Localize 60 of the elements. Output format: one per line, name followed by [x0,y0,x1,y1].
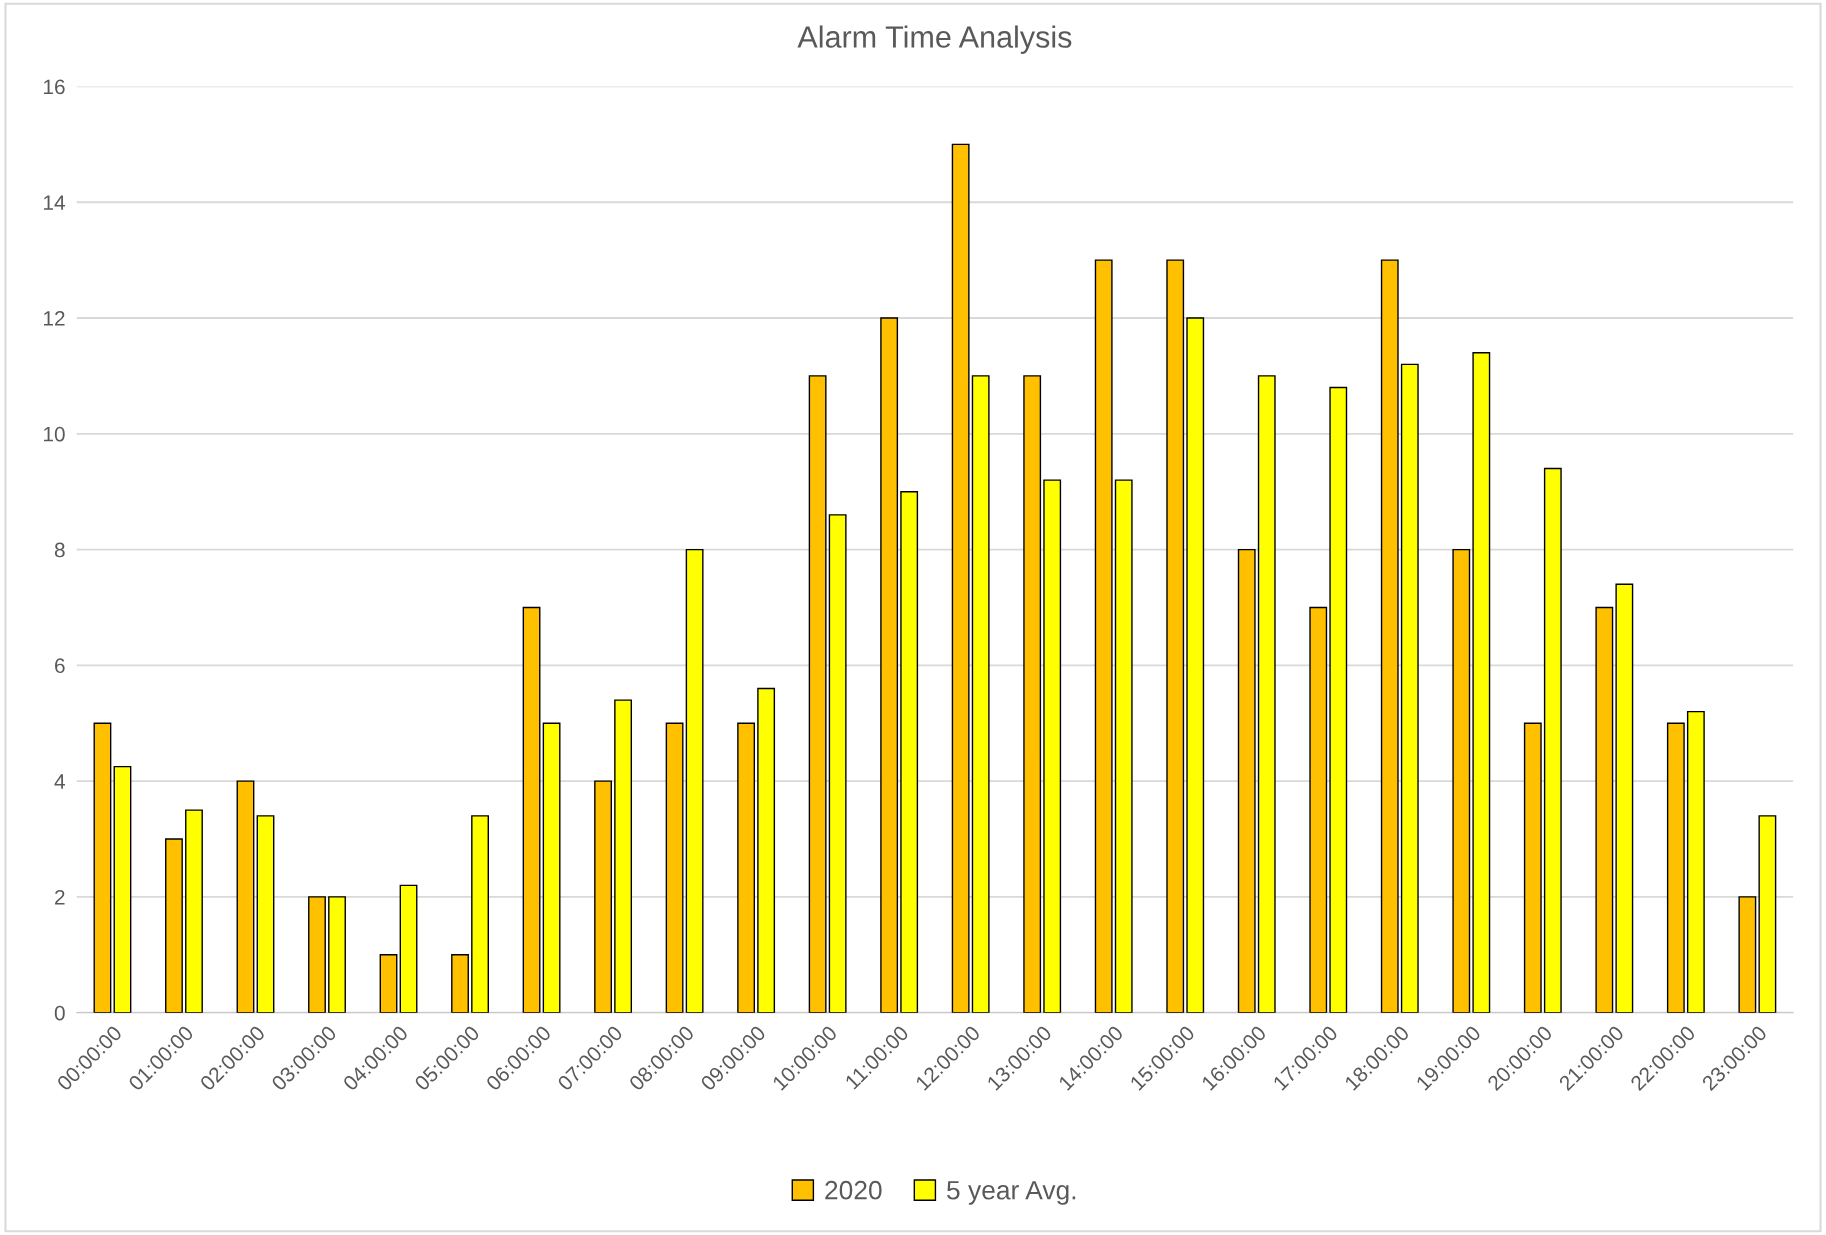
bar [1686,710,1705,1013]
bar [328,896,346,1013]
y-tick-label: 4 [54,774,65,789]
bar [1257,375,1276,1013]
bar [1595,606,1614,1013]
bar [471,815,489,1013]
y-tick-label: 2 [55,889,65,905]
bar [594,780,612,1013]
bar [828,514,847,1013]
y-tick-label: 8 [54,542,65,558]
bar [542,722,561,1013]
bar [1166,259,1185,1013]
bar [951,143,970,1013]
bar [379,954,398,1013]
bar [451,954,469,1013]
bar [685,548,704,1013]
y-tick-label: 6 [55,658,65,674]
bar [1329,386,1348,1013]
y-tick-label: 14 [44,195,65,210]
bar [1309,606,1328,1013]
bar [737,722,756,1013]
bar [1738,896,1757,1013]
bar [1094,259,1113,1013]
bar [1186,317,1205,1013]
bar [165,838,183,1013]
bar [614,699,633,1013]
bar [1237,548,1256,1013]
bar [757,687,776,1013]
bar [971,375,990,1013]
bar [1472,352,1491,1013]
bar [900,490,919,1013]
legend-label: 5 year Avg. [947,1181,1076,1205]
bar [1543,467,1562,1013]
bar [93,722,112,1013]
bar [185,809,203,1013]
bar [1452,548,1471,1013]
bar [113,765,132,1013]
bar [1023,375,1042,1013]
bar [880,317,899,1013]
bar [256,815,275,1013]
bar [522,606,541,1013]
y-tick-label: 16 [44,79,65,95]
bar [1758,815,1777,1013]
bar [1380,259,1399,1013]
bar [308,896,326,1013]
bar [236,780,255,1013]
y-tick-label: 0 [54,1005,65,1021]
legend-label: 2020 [825,1180,882,1200]
bar [808,375,827,1013]
bar [399,884,418,1013]
bar [1523,722,1542,1013]
y-tick-label: 10 [44,426,65,442]
chart-title: Alarm Time Analysis [797,25,1072,54]
bar [1043,479,1062,1013]
bar [1615,583,1634,1013]
bar [665,722,684,1013]
bar [1114,479,1133,1013]
y-tick-label: 12 [44,311,65,326]
bar [1400,363,1419,1013]
bar [1666,722,1685,1013]
